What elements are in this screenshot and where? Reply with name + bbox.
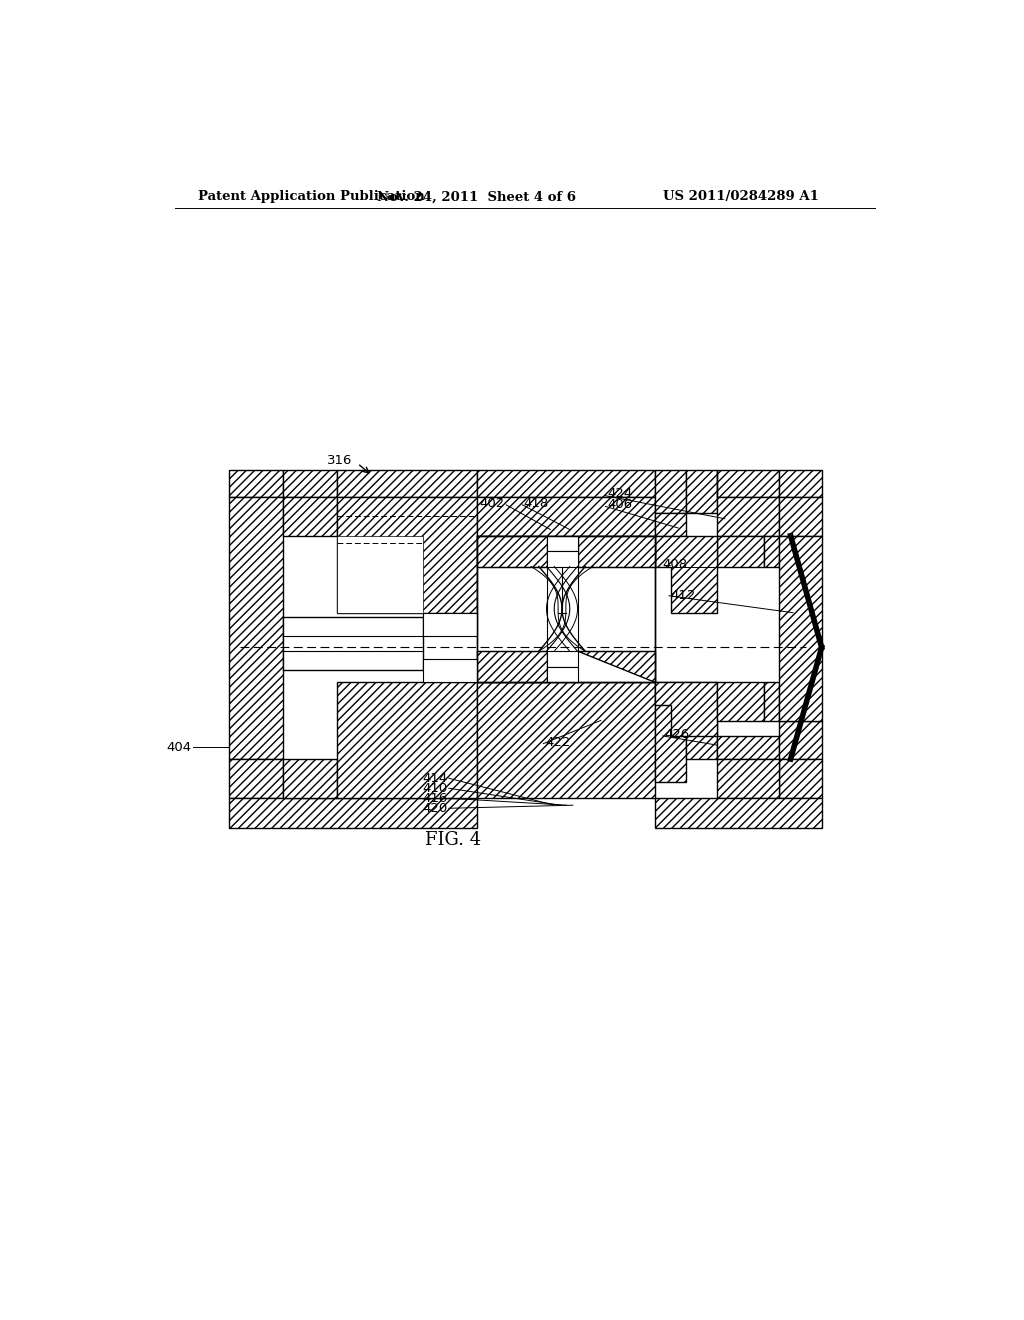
Polygon shape <box>717 470 779 498</box>
Text: Nov. 24, 2011  Sheet 4 of 6: Nov. 24, 2011 Sheet 4 of 6 <box>377 190 577 203</box>
Polygon shape <box>477 651 547 682</box>
Polygon shape <box>547 536 578 552</box>
Polygon shape <box>547 667 578 682</box>
Polygon shape <box>717 759 779 797</box>
Polygon shape <box>547 552 578 566</box>
Text: 422: 422 <box>545 735 570 748</box>
Polygon shape <box>477 498 655 536</box>
Text: Patent Application Publication: Patent Application Publication <box>198 190 425 203</box>
Polygon shape <box>655 682 686 781</box>
Polygon shape <box>283 616 423 671</box>
Polygon shape <box>337 498 477 612</box>
Polygon shape <box>686 470 717 512</box>
Polygon shape <box>283 470 337 498</box>
Polygon shape <box>779 470 821 498</box>
Polygon shape <box>655 797 821 829</box>
Polygon shape <box>686 682 717 759</box>
Polygon shape <box>477 470 655 498</box>
Polygon shape <box>717 536 764 566</box>
Polygon shape <box>578 536 655 566</box>
Text: 412: 412 <box>671 589 696 602</box>
Text: 406: 406 <box>607 499 632 511</box>
Polygon shape <box>337 682 477 797</box>
Polygon shape <box>655 470 686 512</box>
Polygon shape <box>578 651 655 682</box>
Polygon shape <box>779 721 821 759</box>
Polygon shape <box>228 797 477 829</box>
Polygon shape <box>477 536 655 682</box>
Polygon shape <box>423 659 477 682</box>
Polygon shape <box>423 612 477 636</box>
Text: 408: 408 <box>663 558 688 572</box>
Polygon shape <box>283 498 337 536</box>
Text: 424: 424 <box>607 487 632 500</box>
Polygon shape <box>477 682 655 797</box>
Text: 418: 418 <box>523 496 549 510</box>
Polygon shape <box>655 682 717 737</box>
Text: US 2011/0284289 A1: US 2011/0284289 A1 <box>663 190 818 203</box>
Polygon shape <box>228 759 283 797</box>
Polygon shape <box>655 512 686 536</box>
Text: 420: 420 <box>422 801 447 814</box>
Polygon shape <box>779 536 821 721</box>
Polygon shape <box>717 498 779 536</box>
Polygon shape <box>717 682 764 721</box>
Text: 414: 414 <box>422 772 447 785</box>
Polygon shape <box>228 498 283 759</box>
Polygon shape <box>337 470 477 498</box>
Text: 404: 404 <box>167 741 191 754</box>
Polygon shape <box>283 759 337 797</box>
Polygon shape <box>547 651 578 667</box>
Text: 416: 416 <box>422 792 447 805</box>
Polygon shape <box>764 682 779 721</box>
Polygon shape <box>779 498 821 536</box>
Text: 426: 426 <box>665 727 689 741</box>
Text: 410: 410 <box>422 781 447 795</box>
Text: FIG. 4: FIG. 4 <box>425 830 481 849</box>
Polygon shape <box>764 536 779 566</box>
Polygon shape <box>717 737 779 759</box>
Text: 316: 316 <box>328 454 352 467</box>
Polygon shape <box>655 536 717 612</box>
Polygon shape <box>779 759 821 797</box>
Text: 402: 402 <box>479 496 505 510</box>
Polygon shape <box>337 536 423 612</box>
Polygon shape <box>477 536 547 566</box>
Polygon shape <box>228 470 283 498</box>
